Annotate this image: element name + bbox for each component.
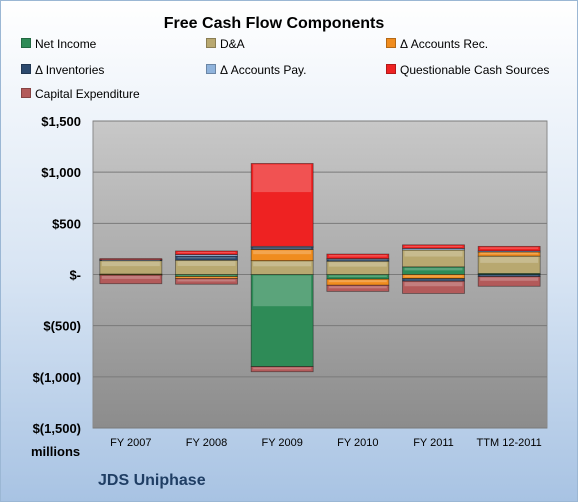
chart-title: Free Cash Flow Components [163, 15, 385, 32]
bar-segment-highlight [101, 260, 160, 262]
bar-segment-highlight [253, 275, 312, 307]
x-tick-label: FY 2010 [337, 437, 378, 449]
units-label: millions [31, 444, 81, 459]
bar-segment-highlight [253, 250, 312, 255]
bar-segment [326, 253, 390, 260]
bar-segment-highlight [480, 275, 539, 277]
x-tick-label: FY 2009 [261, 437, 302, 449]
legend-item: Δ Accounts Rec. [386, 37, 488, 51]
bar-segment-highlight [328, 260, 387, 262]
legend-swatch [206, 64, 216, 74]
bar-segment-highlight [480, 277, 539, 281]
y-tick-label: $1,500 [41, 114, 81, 129]
bar-segment-highlight [177, 275, 236, 277]
x-tick-label: FY 2011 [413, 437, 454, 449]
x-tick-label: TTM 12-2011 [477, 437, 542, 449]
bar-segment-highlight [404, 282, 463, 287]
legend-swatch [21, 38, 31, 48]
bar-segment-highlight [253, 261, 312, 267]
legend-label: D&A [220, 37, 245, 51]
legend-label: Δ Accounts Rec. [400, 37, 489, 51]
bar-segment-highlight [480, 252, 539, 255]
bar-segment-highlight [328, 275, 387, 278]
legend-label: Capital Expenditure [35, 87, 140, 101]
bar-segment [175, 278, 238, 285]
legend-swatch [206, 38, 216, 48]
company-label: JDS Uniphase [98, 472, 206, 489]
legend-item: D&A [206, 37, 245, 51]
bar-segment-highlight [404, 279, 463, 281]
bar-segment-highlight [253, 367, 312, 370]
bar-segment-highlight [101, 260, 160, 261]
legend-item: Δ Accounts Pay. [206, 63, 307, 77]
legend-swatch [21, 88, 31, 98]
legend-item: Δ Inventories [21, 63, 104, 77]
bar-segment-highlight [253, 248, 312, 250]
bar-segment-highlight [480, 251, 539, 253]
legend-swatch [386, 64, 396, 74]
legend: Net Income D&A Δ Accounts Rec. Δ Inventorie… [21, 37, 571, 107]
bar-segment [402, 278, 465, 282]
bar-segment-highlight [177, 251, 236, 254]
bar-segment-highlight [404, 245, 463, 248]
bar-segment [99, 258, 163, 261]
legend-label: Net Income [35, 37, 97, 51]
bar-segment [250, 366, 314, 373]
bar-segment [402, 244, 465, 249]
legend-item: Capital Expenditure [21, 87, 140, 101]
bar-segment-highlight [177, 277, 236, 279]
bar-segment-highlight [253, 247, 312, 248]
bar-segment [326, 284, 390, 292]
bar-segment [99, 274, 163, 285]
bar-segment-highlight [101, 261, 160, 267]
bar-segment-highlight [480, 257, 539, 263]
legend-label: Questionable Cash Sources [400, 63, 550, 77]
legend-label: Δ Accounts Pay. [220, 63, 307, 77]
legend-swatch [21, 64, 31, 74]
bar-segment-highlight [328, 286, 387, 289]
bar-segment [402, 280, 465, 294]
bar-segment-highlight [253, 164, 312, 193]
bar-segment [477, 276, 541, 287]
bar-segment [477, 245, 541, 252]
bar-segment-highlight [404, 249, 463, 250]
bar-segment-highlight [328, 255, 387, 257]
bar-segment-highlight [328, 280, 387, 283]
legend-item: Net Income [21, 37, 96, 51]
y-tick-label: $- [69, 268, 81, 283]
bar-segment [250, 163, 314, 247]
x-tick-label: FY 2008 [186, 437, 227, 449]
bar-segment-highlight [177, 261, 236, 266]
bar-segment-highlight [404, 275, 463, 277]
bar-segment-highlight [177, 255, 236, 257]
legend-label: Δ Inventories [35, 63, 105, 77]
bar-segment [250, 274, 314, 367]
bar-segment-highlight [177, 279, 236, 282]
y-tick-label: $1,000 [41, 165, 81, 180]
bar-segment-highlight [328, 262, 387, 267]
bar-segment-highlight [328, 259, 387, 261]
y-tick-label: $(1,500) [33, 421, 81, 436]
legend-swatch [386, 38, 396, 48]
bar-segment-highlight [101, 259, 160, 261]
bar-segment-highlight [101, 276, 160, 279]
bar-segment-highlight [480, 247, 539, 249]
x-tick-label: FY 2007 [110, 437, 151, 449]
legend-item: Questionable Cash Sources [386, 63, 549, 77]
bar-segment-highlight [404, 250, 463, 257]
y-tick-label: $(1,000) [33, 370, 81, 385]
bar-segment [175, 250, 238, 255]
y-tick-label: $500 [52, 216, 81, 231]
bar-segment-highlight [177, 257, 236, 259]
bar-segment-highlight [404, 267, 463, 271]
bar-segment [326, 278, 390, 286]
y-tick-label: $(500) [43, 319, 81, 334]
